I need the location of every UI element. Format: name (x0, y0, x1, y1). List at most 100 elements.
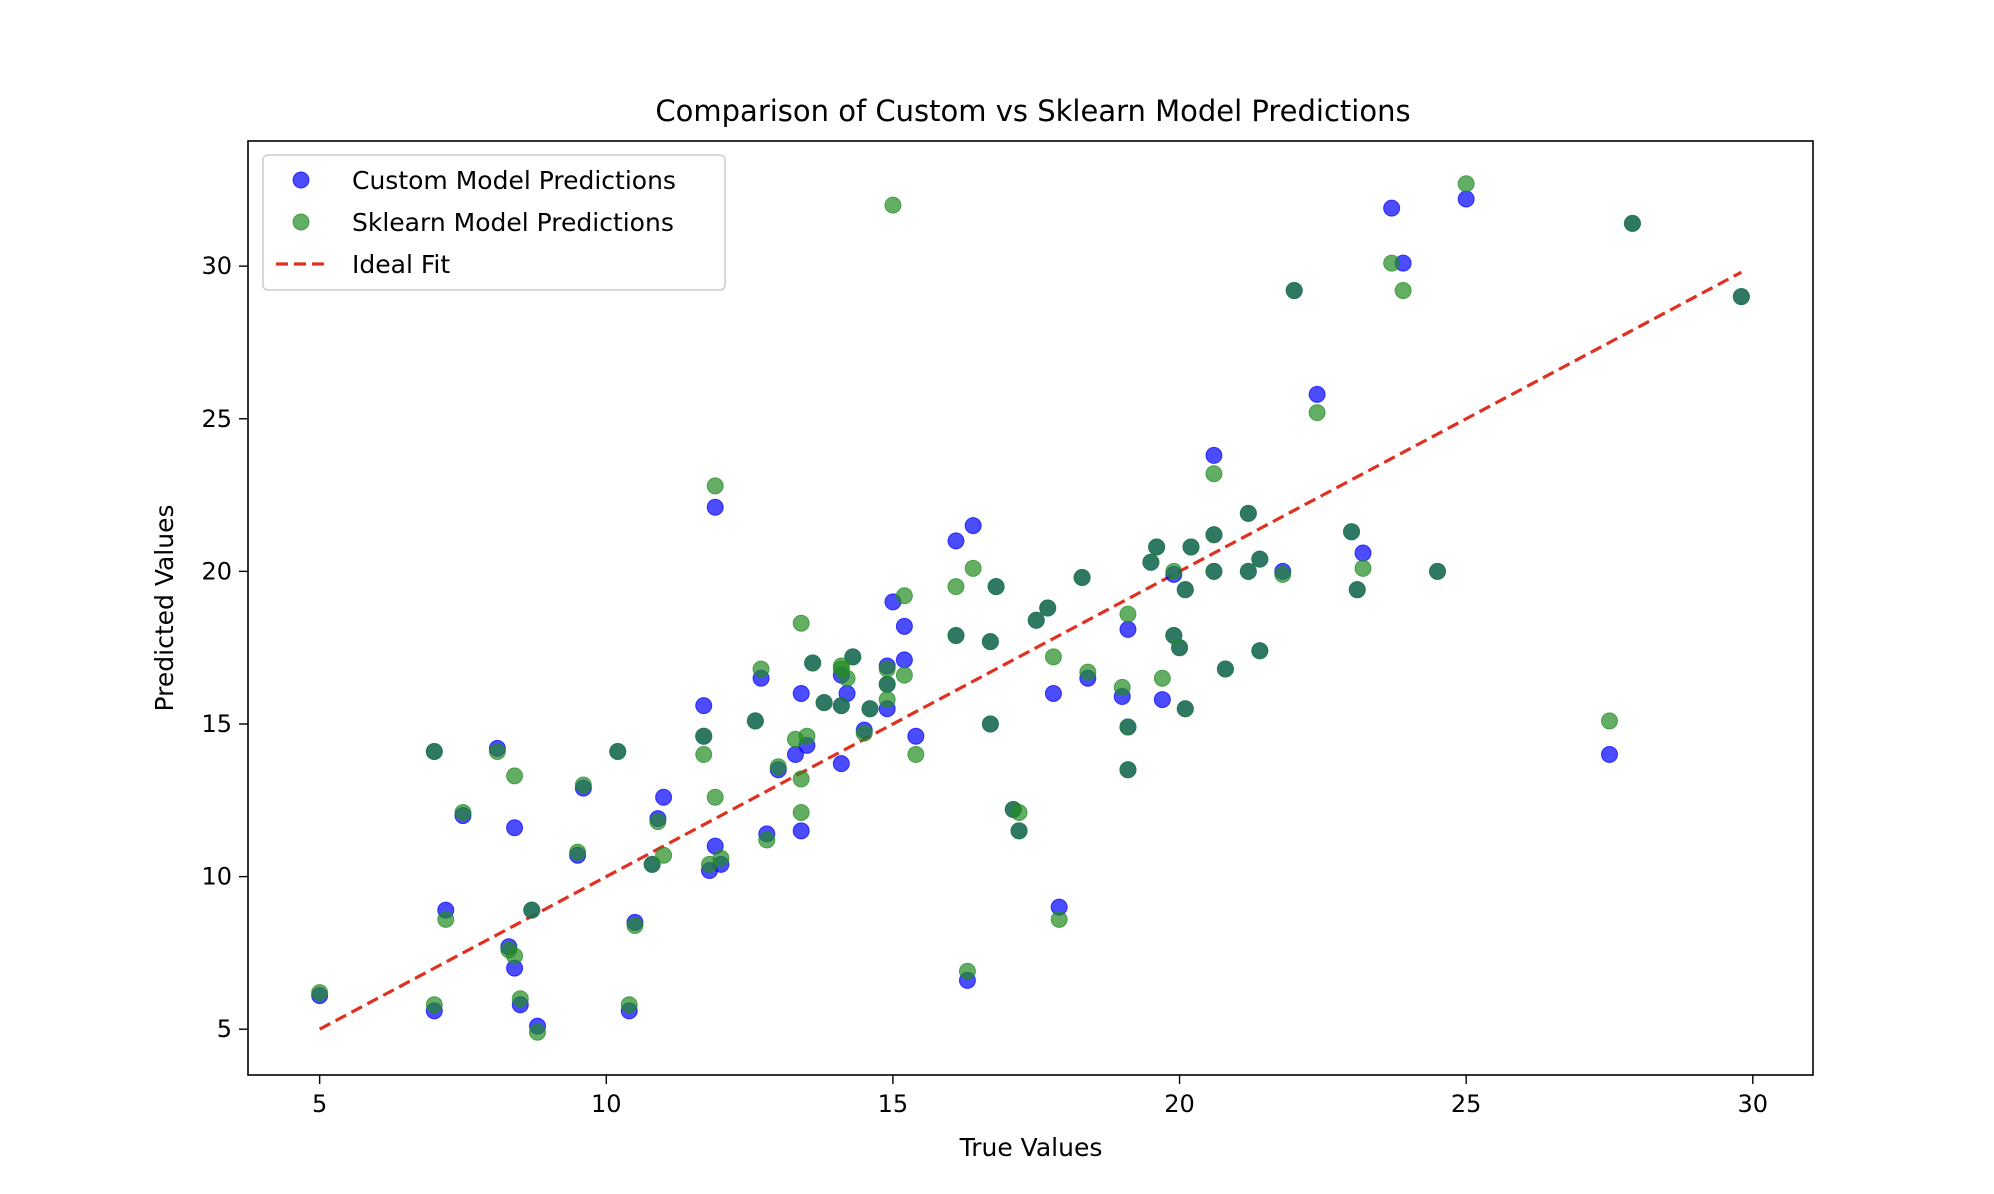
y-axis-label: Predicted Values (150, 505, 179, 712)
sklearn-prediction-point (1027, 611, 1045, 629)
sklearn-prediction-point (804, 654, 822, 672)
legend: Custom Model Predictions Sklearn Model Pr… (262, 154, 726, 291)
sklearn-prediction-point (1153, 669, 1171, 687)
legend-label: Ideal Fit (352, 250, 450, 279)
legend-label: Sklearn Model Predictions (352, 208, 674, 237)
sklearn-prediction-point (712, 849, 730, 867)
custom-prediction-point (832, 755, 850, 773)
sklearn-prediction-point (1457, 175, 1475, 193)
x-tick-label: 30 (1738, 1090, 1769, 1118)
sklearn-prediction-point (706, 788, 724, 806)
sklearn-prediction-point (511, 990, 529, 1008)
sklearn-prediction-point (987, 578, 1005, 596)
sklearn-prediction-point (1119, 605, 1137, 623)
sklearn-prediction-point (655, 846, 673, 864)
sklearn-prediction-point (1623, 214, 1641, 232)
custom-prediction-point (1354, 544, 1372, 562)
sklearn-prediction-point (792, 614, 810, 632)
sklearn-prediction-point (1251, 550, 1269, 568)
sklearn-prediction-point (878, 675, 896, 693)
chart-title: Comparison of Custom vs Sklearn Model Pr… (655, 94, 1410, 128)
sklearn-prediction-point (861, 700, 879, 718)
y-tick-label: 30 (201, 252, 232, 280)
sklearn-prediction-point (792, 770, 810, 788)
custom-prediction-point (1153, 691, 1171, 709)
sklearn-prediction-point (1142, 553, 1160, 571)
sklearn-prediction-point (1010, 822, 1028, 840)
sklearn-prediction-point (878, 691, 896, 709)
sklearn-prediction-point (1119, 718, 1137, 736)
sklearn-prediction-point (1274, 565, 1292, 583)
sklearn-prediction-point (1073, 568, 1091, 586)
sklearn-prediction-point (523, 901, 541, 919)
sklearn-prediction-point (758, 831, 776, 849)
sklearn-prediction-point (488, 742, 506, 760)
custom-prediction-point (1457, 190, 1475, 208)
sklearn-prediction-point (855, 724, 873, 742)
sklearn-prediction-point (1285, 282, 1303, 300)
legend-label: Custom Model Predictions (352, 166, 676, 195)
custom-prediction-point (695, 697, 713, 715)
sklearn-prediction-point (425, 996, 443, 1014)
sklearn-prediction-point (1251, 642, 1269, 660)
sklearn-prediction-point (706, 477, 724, 495)
custom-prediction-point (792, 684, 810, 702)
sklearn-prediction-point (1239, 504, 1257, 522)
sklearn-prediction-point (1205, 465, 1223, 483)
sklearn-prediction-point (626, 916, 644, 934)
sklearn-prediction-point (609, 742, 627, 760)
y-tick-label: 5 (217, 1015, 232, 1043)
sklearn-prediction-point (620, 996, 638, 1014)
sklearn-prediction-point (1348, 581, 1366, 599)
ideal-fit-layer (318, 270, 1743, 1031)
sklearn-prediction-point (506, 767, 524, 785)
sklearn-prediction-point (695, 727, 713, 745)
custom-prediction-point (895, 617, 913, 635)
x-tick-label: 15 (878, 1090, 909, 1118)
x-axis-label: True Values (959, 1133, 1103, 1162)
custom-prediction-point (1308, 385, 1326, 403)
custom-prediction-point (947, 532, 965, 550)
axis-ticks: 5 10 15 20 25 30 5 10 15 20 25 30 (201, 252, 1768, 1118)
custom-prediction-point (1383, 199, 1401, 217)
sklearn-prediction-point (506, 947, 524, 965)
sklearn-prediction-point (1176, 581, 1194, 599)
sklearn-prediction-point (311, 984, 329, 1002)
y-tick-label: 10 (201, 863, 232, 891)
sklearn-prediction-point (1039, 599, 1057, 617)
sklearn-prediction-point (1079, 663, 1097, 681)
sklearn-prediction-point (1044, 648, 1062, 666)
sklearn-prediction-point (1113, 678, 1131, 696)
sklearn-prediction-point (964, 559, 982, 577)
sklearn-prediction-point (1182, 538, 1200, 556)
sklearn-prediction-point (1429, 562, 1447, 580)
sklearn-prediction-point (1165, 562, 1183, 580)
sklearn-prediction-point (907, 746, 925, 764)
x-tick-label: 25 (1451, 1090, 1482, 1118)
sklearn-prediction-point (1732, 288, 1750, 306)
sklearn-prediction-point (1383, 254, 1401, 272)
sklearn-prediction-point (1216, 660, 1234, 678)
sklearn-prediction-point (643, 855, 661, 873)
sklearn-prediction-point (1354, 559, 1372, 577)
sklearn-prediction-point (832, 697, 850, 715)
custom-prediction-point (655, 788, 673, 806)
sklearn-prediction-point (1119, 761, 1137, 779)
sklearn-prediction-point (1308, 404, 1326, 422)
custom-prediction-point (1119, 620, 1137, 638)
y-tick-label: 25 (201, 405, 232, 433)
x-tick-label: 5 (312, 1090, 327, 1118)
custom-prediction-point (1600, 746, 1618, 764)
sklearn-prediction-point (1050, 910, 1068, 928)
y-tick-label: 15 (201, 710, 232, 738)
sklearn-prediction-point (981, 633, 999, 651)
sklearn-prediction-point (1394, 282, 1412, 300)
sklearn-prediction-point (1205, 562, 1223, 580)
sklearn-prediction-point (752, 660, 770, 678)
sklearn-prediction-point (958, 962, 976, 980)
sklearn-prediction-point (569, 843, 587, 861)
sklearn-prediction-point (895, 587, 913, 605)
custom-prediction-point (1205, 446, 1223, 464)
legend-custom-marker (292, 171, 310, 189)
x-tick-label: 20 (1164, 1090, 1195, 1118)
